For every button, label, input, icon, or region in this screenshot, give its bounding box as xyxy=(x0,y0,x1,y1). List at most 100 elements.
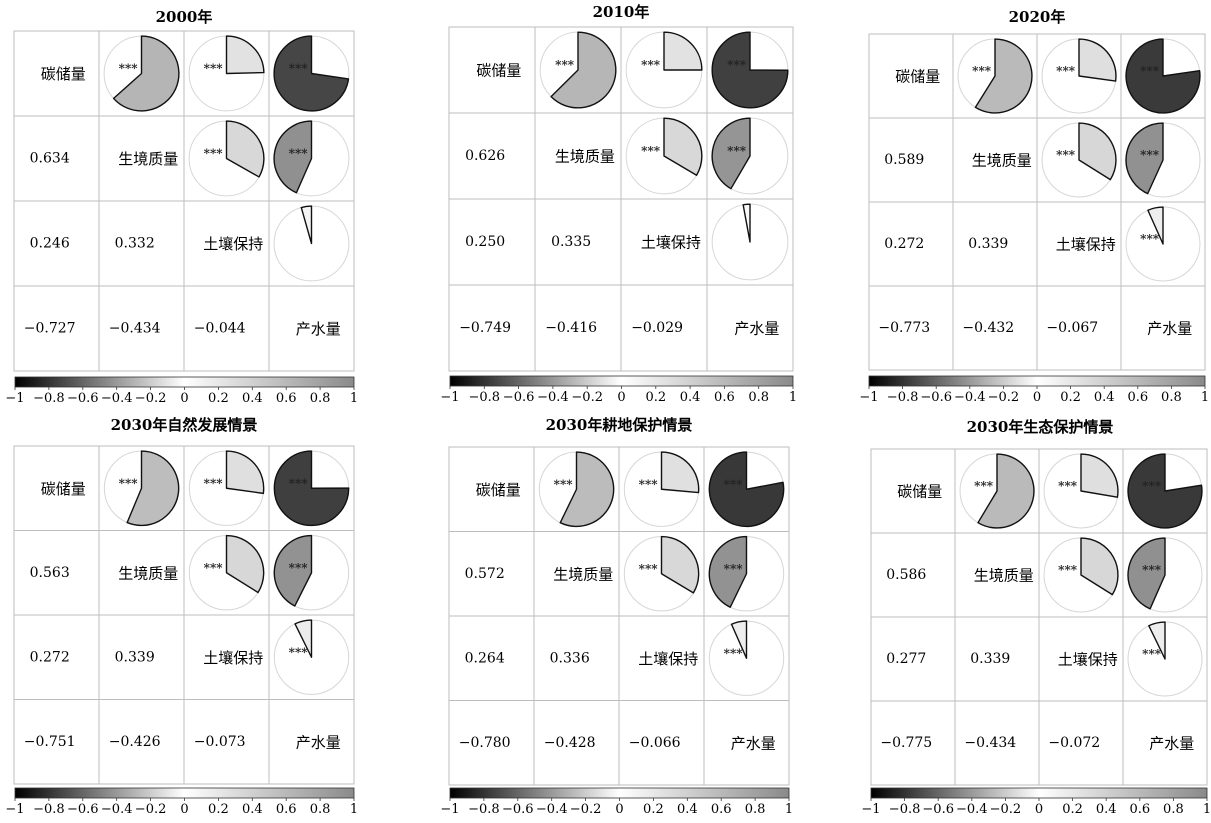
correlation-value: 0.277 xyxy=(886,651,926,667)
colorbar-tick-label: −0.6 xyxy=(503,390,535,405)
colorbar-tick-label: 0.2 xyxy=(643,802,664,817)
colorbar: −1 −0.8 −0.6 −0.4 −0.2 0 0.2 0.4 0.6 0.8 1 xyxy=(5,787,358,817)
variable-label: 土壤保持 xyxy=(203,235,263,253)
correlation-value: −0.432 xyxy=(962,320,1014,336)
correlation-value: −0.073 xyxy=(194,734,246,750)
significance-mark: *** xyxy=(289,476,309,490)
pie-slice xyxy=(550,31,617,109)
correlation-value: −0.749 xyxy=(459,320,511,336)
colorbar-tick-label: 0.2 xyxy=(645,390,666,405)
correlation-pie: *** xyxy=(1043,453,1119,529)
colorbar-tick-label: −0.8 xyxy=(889,802,921,817)
correlation-value: 0.272 xyxy=(884,236,924,252)
significance-mark: *** xyxy=(1058,479,1078,493)
significance-mark: *** xyxy=(972,64,992,78)
correlation-pie: *** xyxy=(188,450,265,526)
variable-label: 土壤保持 xyxy=(1058,651,1118,669)
colorbar-tick-label: −0.4 xyxy=(101,391,133,406)
colorbar: −1 −0.8 −0.6 −0.4 −0.2 0 0.2 0.4 0.6 0.8 1 xyxy=(440,375,797,405)
pie-slice xyxy=(1125,122,1164,195)
correlation-pie: *** xyxy=(1127,537,1203,613)
colorbar-tick-label: 0 xyxy=(180,391,188,406)
panel-title: 2030年耕地保护情景 xyxy=(546,416,693,434)
correlation-pie: *** xyxy=(273,534,350,611)
significance-mark: *** xyxy=(289,147,309,161)
colorbar: −1 −0.8 −0.6 −0.4 −0.2 0 0.2 0.4 0.6 0.8 1 xyxy=(440,787,793,817)
correlation-value: 0.589 xyxy=(884,152,924,168)
pie-slice xyxy=(730,620,748,659)
colorbar-tick-label: −1 xyxy=(861,802,880,817)
pie-slice xyxy=(663,31,703,71)
correlation-value: 0.572 xyxy=(465,566,505,582)
colorbar-tick-label: 0.4 xyxy=(680,390,701,405)
correlation-pie: *** xyxy=(1125,206,1201,282)
correlation-value: −0.434 xyxy=(964,735,1016,751)
correlation-pie: *** xyxy=(1041,38,1117,114)
colorbar-tick-label: −0.8 xyxy=(887,390,919,405)
significance-mark: *** xyxy=(1140,232,1160,246)
colorbar-tick-label: 0.4 xyxy=(1096,802,1117,817)
significance-mark: *** xyxy=(289,62,309,76)
correlation-value: 0.250 xyxy=(465,234,505,250)
correlation-value: −0.426 xyxy=(109,734,161,750)
colorbar-tick-label: 0.6 xyxy=(1129,802,1150,817)
variable-label: 碳储量 xyxy=(476,62,521,80)
colorbar-tick-label: −0.2 xyxy=(571,390,603,405)
correlation-pie: *** xyxy=(539,31,617,109)
pie-slice xyxy=(1080,453,1119,498)
colorbar-tick-label: 0.4 xyxy=(242,391,263,406)
correlation-pie xyxy=(273,205,350,282)
significance-mark: *** xyxy=(727,144,747,158)
colorbar-tick-label: −0.4 xyxy=(536,802,568,817)
colorbar-gradient xyxy=(14,787,355,799)
colorbar-tick-label: 0.2 xyxy=(1060,390,1081,405)
colorbar-tick-label: 1 xyxy=(1203,802,1211,817)
correlation-pie: *** xyxy=(708,535,785,612)
variable-label: 产水量 xyxy=(296,733,341,751)
correlation-value: 0.339 xyxy=(115,649,155,665)
correlation-pie: *** xyxy=(1041,122,1117,198)
panel-title: 2010年 xyxy=(593,3,650,21)
colorbar-tick-label: −0.6 xyxy=(67,391,99,406)
variable-label: 碳储量 xyxy=(41,65,86,83)
pie-slice xyxy=(273,35,350,112)
colorbar-gradient xyxy=(449,787,790,799)
pie-slice xyxy=(663,117,703,176)
correlation-pie: *** xyxy=(708,620,785,696)
colorbar-tick-label: −0.4 xyxy=(537,390,569,405)
correlation-value: 0.264 xyxy=(465,650,505,666)
correlation-value: 0.339 xyxy=(970,651,1010,667)
variable-label: 生境质量 xyxy=(974,567,1034,585)
colorbar-tick-label: −0.6 xyxy=(922,802,954,817)
colorbar: −1 −0.8 −0.6 −0.4 −0.2 0 0.2 0.4 0.6 0.8 1 xyxy=(5,376,358,406)
significance-mark: *** xyxy=(1058,563,1078,577)
colorbar-tick-label: 0 xyxy=(617,390,625,405)
correlation-pie: *** xyxy=(538,451,615,528)
colorbar: −1 −0.8 −0.6 −0.4 −0.2 0 0.2 0.4 0.6 0.8 1 xyxy=(859,375,1209,405)
variable-label: 土壤保持 xyxy=(638,650,698,668)
colorbar-tick-label: 0 xyxy=(1033,390,1041,405)
correlation-value: −0.029 xyxy=(631,320,683,336)
variable-label: 产水量 xyxy=(1149,735,1194,753)
significance-mark: *** xyxy=(204,147,224,161)
pie-slice xyxy=(300,205,313,245)
colorbar-tick-label: 0.2 xyxy=(1062,802,1083,817)
significance-mark: *** xyxy=(1140,148,1160,162)
correlation-pie: *** xyxy=(273,35,350,112)
colorbar-tick-label: 0.8 xyxy=(1163,802,1184,817)
significance-mark: *** xyxy=(1142,647,1162,661)
significance-mark: *** xyxy=(974,479,994,493)
correlation-pie: *** xyxy=(1127,621,1203,697)
correlation-value: −0.727 xyxy=(24,321,76,337)
colorbar-tick-label: −0.2 xyxy=(135,802,167,817)
colorbar-tick-label: −0.8 xyxy=(33,802,65,817)
correlation-pie: *** xyxy=(273,619,350,695)
correlation-pie: *** xyxy=(188,35,265,112)
significance-mark: *** xyxy=(204,62,224,76)
pie-slice xyxy=(225,450,265,495)
